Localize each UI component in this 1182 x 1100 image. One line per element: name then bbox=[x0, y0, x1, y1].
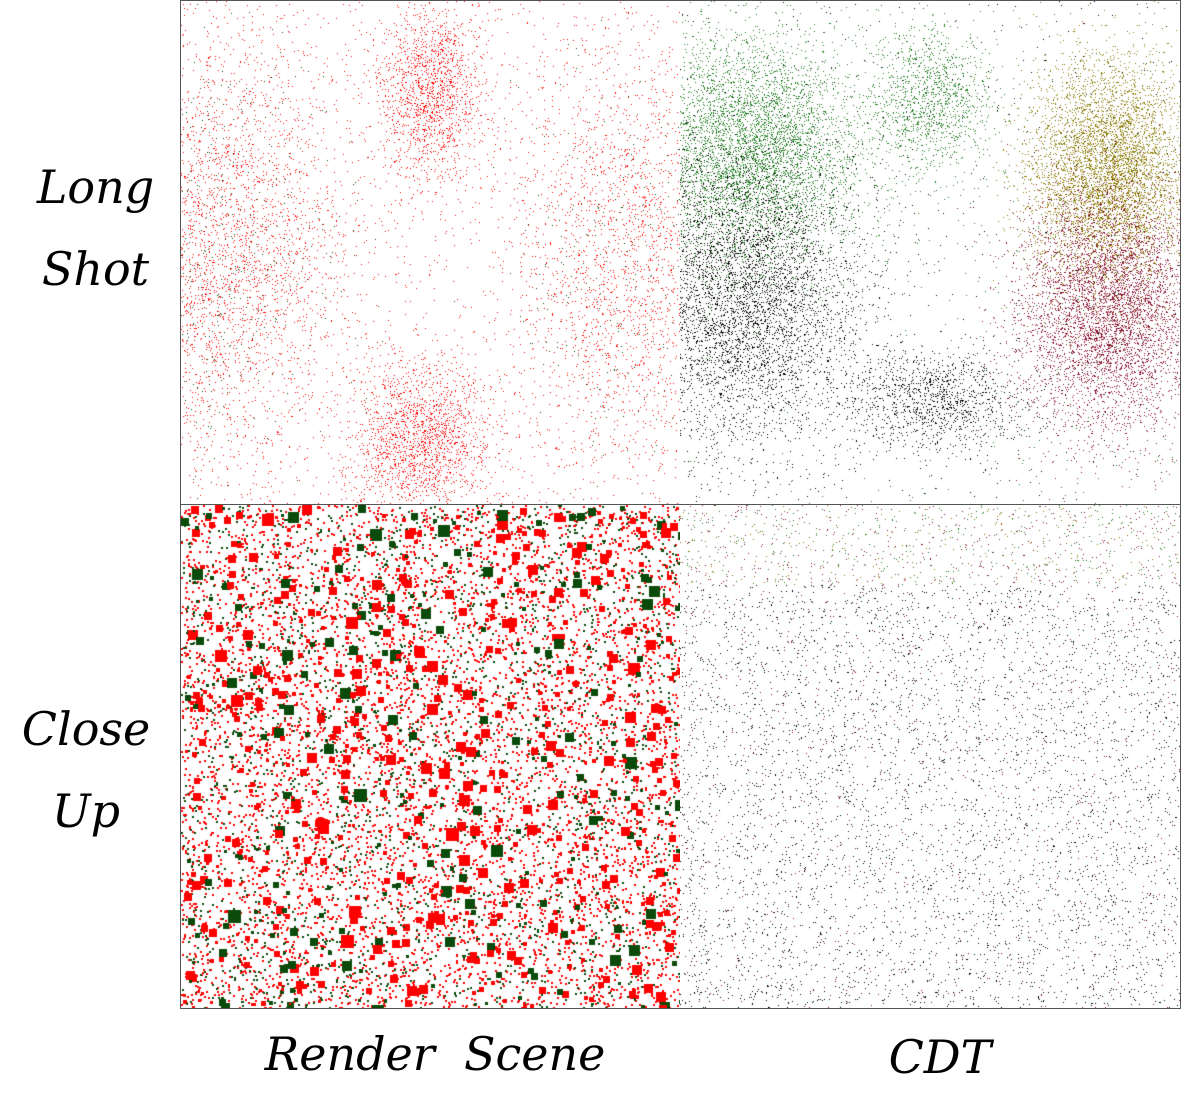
panel-close-up-render-scene bbox=[181, 505, 680, 1008]
row-label-line2: Up bbox=[51, 784, 121, 838]
row-label-line1: Long bbox=[36, 160, 155, 214]
row-label-long-shot: Long Shot bbox=[28, 146, 163, 310]
row-label-close-up: Close Up bbox=[16, 688, 156, 852]
grid-row-divider bbox=[180, 504, 1181, 505]
panel-long-shot-render-scene bbox=[181, 1, 680, 504]
column-label-cdt: CDT bbox=[888, 1030, 992, 1084]
panel-long-shot-cdt bbox=[680, 1, 1180, 504]
row-label-line2: Shot bbox=[41, 242, 150, 296]
panel-close-up-cdt bbox=[680, 505, 1180, 1008]
column-label-render-scene: Render Scene bbox=[264, 1027, 606, 1081]
row-label-line1: Close bbox=[21, 702, 151, 756]
